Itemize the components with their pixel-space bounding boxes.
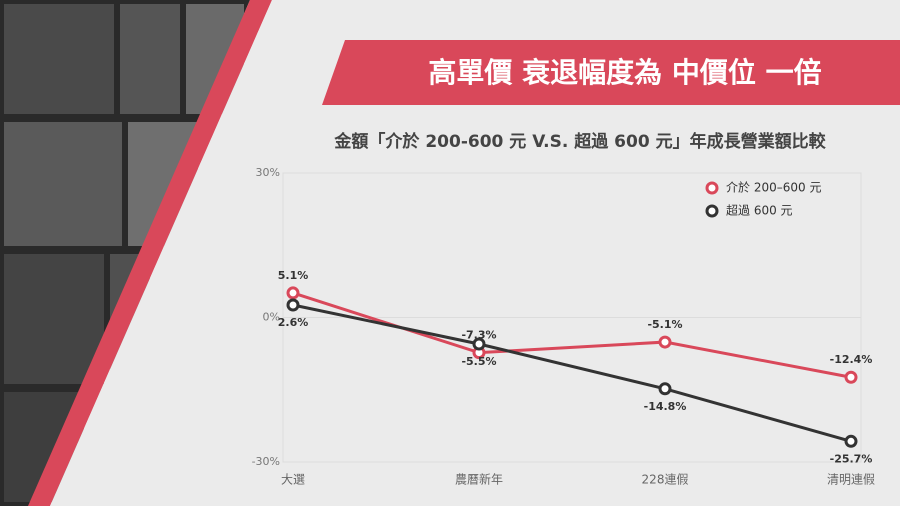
data-label: -5.5% [461, 355, 496, 368]
data-label: 5.1% [278, 269, 309, 282]
legend-label: 介於 200–600 元 [726, 180, 821, 195]
y-tick-label: 30% [256, 166, 280, 179]
slide-panel [50, 0, 900, 506]
data-label: -12.4% [830, 353, 873, 366]
banner-title: 高單價 衰退幅度為 中價位 一倍 [428, 56, 821, 89]
y-tick-label: 0% [263, 311, 280, 324]
photo [4, 4, 114, 114]
photo [4, 122, 122, 246]
red-stripe [28, 0, 272, 506]
chart-title: 金額「介於 200-600 元 V.S. 超過 600 元」年成長營業額比較 [333, 131, 826, 152]
y-tick-label: -30% [252, 455, 280, 468]
data-label: -25.7% [830, 452, 873, 465]
x-tick-label: 228連假 [642, 473, 689, 487]
series-line [292, 303, 852, 443]
data-point [658, 335, 672, 349]
banner-bar [322, 40, 900, 105]
data-point [844, 370, 858, 384]
data-point [472, 337, 486, 351]
data-label: 2.6% [278, 316, 309, 329]
legend-marker [705, 181, 719, 195]
data-point [286, 298, 300, 312]
x-tick-label: 農曆新年 [455, 472, 503, 487]
data-point [658, 382, 672, 396]
data-point [844, 434, 858, 448]
data-label: -7.3% [461, 329, 496, 342]
data-point [286, 286, 300, 300]
legend-marker [705, 204, 719, 218]
series-line [292, 291, 852, 379]
data-label: -5.1% [647, 318, 682, 331]
x-tick-label: 清明連假 [827, 473, 875, 487]
data-label: -14.8% [644, 400, 687, 413]
photo [4, 254, 104, 384]
photo [120, 4, 180, 114]
x-tick-label: 大選 [281, 473, 305, 487]
legend-label: 超過 600 元 [726, 203, 793, 218]
